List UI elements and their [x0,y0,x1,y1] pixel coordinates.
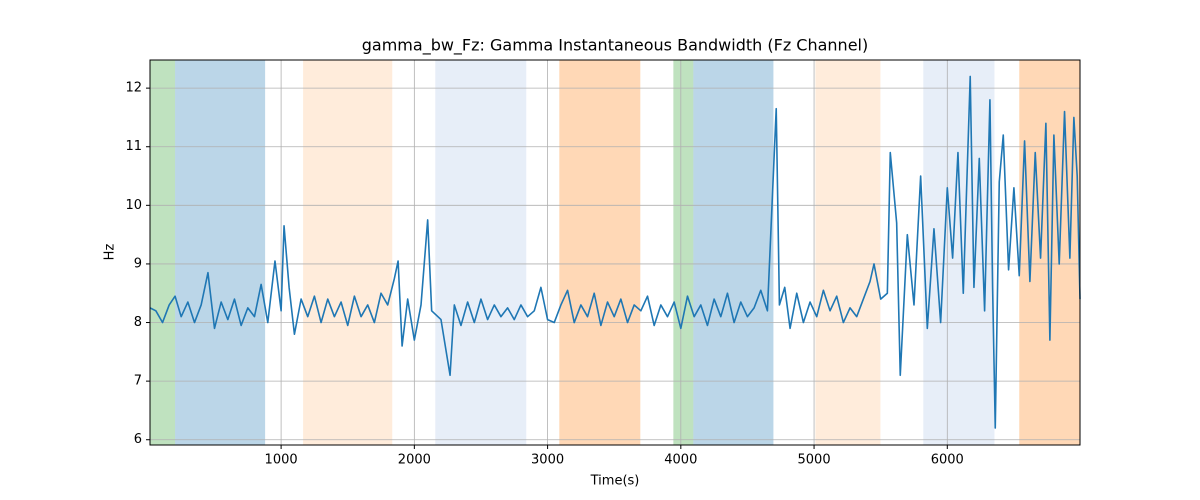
x-tick-label: 2000 [398,453,431,468]
plot-frame [149,59,1081,446]
y-axis-label: Hz [103,244,118,261]
x-tick-label: 4000 [664,453,697,468]
shaded-span [815,60,881,445]
y-tick-label: 10 [125,198,142,213]
y-tick-label: 7 [134,374,142,389]
shaded-span [150,60,176,445]
chart-title: gamma_bw_Fz: Gamma Instantaneous Bandwid… [362,36,868,56]
shaded-span [673,60,694,445]
x-tick-label: 3000 [531,453,564,468]
y-tick-label: 12 [125,81,142,96]
x-tick-label: 1000 [265,453,298,468]
shaded-span [923,60,995,445]
shaded-span [559,60,641,445]
shaded-span [175,60,266,445]
x-tick-label: 6000 [931,453,964,468]
shaded-span [435,60,527,445]
data-line [149,75,1081,429]
y-tick-label: 9 [134,256,142,271]
shaded-span [693,60,774,445]
shaded-span [303,60,393,445]
x-tick-label: 5000 [798,453,831,468]
x-axis-label: Time(s) [590,474,640,489]
y-tick-label: 11 [125,139,142,154]
y-tick-label: 8 [134,315,142,330]
y-tick-label: 6 [134,432,142,447]
